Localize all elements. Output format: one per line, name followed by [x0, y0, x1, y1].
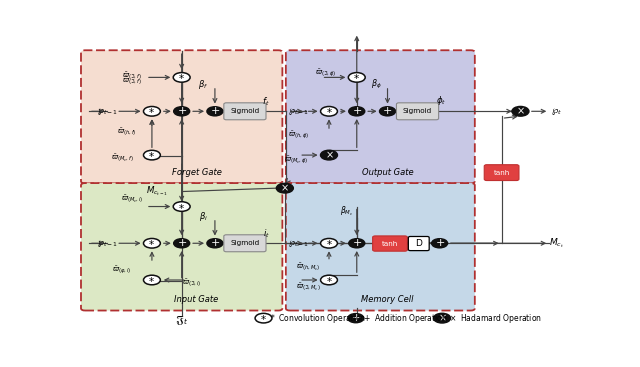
Text: $\bar{\varpi}_{(\Im,f)}$: $\bar{\varpi}_{(\Im,f)}$	[122, 70, 142, 81]
Text: $*$: $*$	[148, 106, 156, 116]
Text: Input Gate: Input Gate	[175, 295, 219, 304]
FancyBboxPatch shape	[224, 103, 266, 120]
Circle shape	[255, 313, 272, 323]
Text: $\wp_t$: $\wp_t$	[550, 106, 562, 117]
Text: $\bar{\varpi}_{(\Im,f)}$: $\bar{\varpi}_{(\Im,f)}$	[122, 76, 142, 87]
Text: $*$: $*$	[326, 275, 332, 285]
Text: Output Gate: Output Gate	[362, 168, 413, 177]
Text: Memory Cell: Memory Cell	[361, 295, 414, 304]
Text: $\times$: $\times$	[324, 150, 333, 160]
Circle shape	[173, 202, 190, 211]
Text: Sigmoid: Sigmoid	[403, 108, 432, 114]
FancyBboxPatch shape	[484, 165, 519, 181]
Text: $+$: $+$	[177, 105, 187, 116]
Text: $*$: $*$	[148, 150, 156, 160]
Circle shape	[321, 275, 337, 285]
FancyBboxPatch shape	[224, 235, 266, 252]
Circle shape	[143, 239, 161, 248]
Text: $M_{c_t}$: $M_{c_t}$	[548, 236, 564, 250]
Text: $\bar{\varpi}_{(\Im,M_c)}$: $\bar{\varpi}_{(\Im,M_c)}$	[296, 281, 321, 293]
Text: $+$: $+$	[352, 105, 362, 116]
Circle shape	[512, 106, 529, 116]
Text: $\bar{\varpi}_{(h,f)}$: $\bar{\varpi}_{(h,f)}$	[117, 127, 137, 138]
Text: $\phi_t$: $\phi_t$	[436, 94, 446, 107]
Text: $+$: $+$	[210, 105, 220, 116]
Text: tanh: tanh	[382, 240, 398, 247]
Text: $+$  Addition Operation: $+$ Addition Operation	[363, 312, 447, 325]
Text: $+$: $+$	[210, 237, 220, 248]
Text: $\bar{\varpi}_{(\varphi,i)}$: $\bar{\varpi}_{(\varphi,i)}$	[113, 265, 132, 276]
Circle shape	[321, 150, 337, 160]
Text: $+$: $+$	[383, 105, 392, 116]
Text: $\times$: $\times$	[438, 313, 447, 323]
Circle shape	[348, 73, 365, 82]
Text: $\beta_f$: $\beta_f$	[198, 78, 208, 91]
Text: $f_t$: $f_t$	[262, 95, 270, 108]
Text: $\wp_{t-1}$: $\wp_{t-1}$	[97, 238, 118, 249]
Circle shape	[349, 107, 365, 116]
Circle shape	[207, 239, 223, 248]
Text: $*$: $*$	[260, 313, 267, 323]
Text: $\bar{\varpi}_{(h,\phi)}$: $\bar{\varpi}_{(h,\phi)}$	[287, 130, 309, 141]
FancyBboxPatch shape	[286, 50, 475, 184]
Circle shape	[349, 239, 365, 248]
Text: $\bar{\varpi}_{(h,M_c)}$: $\bar{\varpi}_{(h,M_c)}$	[296, 262, 321, 273]
Circle shape	[321, 106, 337, 116]
Text: $\times$: $\times$	[280, 183, 289, 193]
Text: $\bar{\varpi}_{(M_c,f)}$: $\bar{\varpi}_{(M_c,f)}$	[111, 152, 134, 164]
Text: $+$: $+$	[352, 237, 362, 248]
Text: $*$: $*$	[148, 275, 156, 285]
FancyBboxPatch shape	[372, 236, 407, 251]
Text: $\times$  Hadamard Operation: $\times$ Hadamard Operation	[449, 312, 541, 325]
Circle shape	[276, 184, 293, 193]
Text: $\bar{\varpi}_{(M_c,\phi)}$: $\bar{\varpi}_{(M_c,\phi)}$	[284, 154, 308, 166]
FancyBboxPatch shape	[408, 236, 429, 251]
Text: $\beta_i$: $\beta_i$	[198, 210, 207, 223]
Text: Sigmoid: Sigmoid	[230, 240, 260, 246]
Text: $*$: $*$	[179, 72, 185, 82]
Text: $\mathfrak{J}_t$: $\mathfrak{J}_t$	[175, 313, 188, 327]
Text: $+$: $+$	[177, 237, 187, 248]
Text: $\wp_{t-1}$: $\wp_{t-1}$	[287, 238, 309, 249]
Circle shape	[173, 73, 190, 82]
Circle shape	[380, 107, 396, 116]
Text: $\bar{\varpi}_{(\Im,\phi)}$: $\bar{\varpi}_{(\Im,\phi)}$	[315, 68, 336, 79]
Circle shape	[143, 150, 161, 160]
FancyBboxPatch shape	[286, 183, 475, 310]
Text: $\times$: $\times$	[516, 106, 525, 116]
Circle shape	[143, 275, 161, 285]
FancyBboxPatch shape	[81, 183, 282, 310]
Text: $\wp_{t-1}$: $\wp_{t-1}$	[97, 106, 118, 117]
Circle shape	[434, 313, 451, 323]
Circle shape	[143, 106, 161, 116]
Text: $+$: $+$	[435, 237, 445, 248]
Circle shape	[348, 314, 364, 323]
Circle shape	[173, 107, 189, 116]
Text: $*$: $*$	[148, 238, 156, 248]
Text: $i_t$: $i_t$	[262, 227, 269, 240]
Text: Sigmoid: Sigmoid	[230, 108, 260, 114]
FancyBboxPatch shape	[81, 50, 282, 184]
Text: $*$: $*$	[353, 72, 360, 82]
Text: $\bar{\varpi}_{(M_c,i)}$: $\bar{\varpi}_{(M_c,i)}$	[121, 194, 143, 205]
Text: $M_{c_{t-1}}$: $M_{c_{t-1}}$	[146, 185, 168, 198]
Circle shape	[173, 239, 189, 248]
Text: $\bar{\varpi}_{(\Im,i)}$: $\bar{\varpi}_{(\Im,i)}$	[182, 278, 202, 289]
Text: $*$: $*$	[179, 201, 185, 211]
Text: $\beta_\phi$: $\beta_\phi$	[371, 78, 382, 91]
Circle shape	[207, 107, 223, 116]
Text: $\wp_{t-1}$: $\wp_{t-1}$	[287, 106, 309, 117]
FancyBboxPatch shape	[396, 103, 438, 120]
Text: $*$: $*$	[326, 106, 332, 116]
Text: Forget Gate: Forget Gate	[172, 168, 221, 177]
Text: D: D	[415, 239, 422, 248]
Text: $*$  Convolution Operation: $*$ Convolution Operation	[270, 312, 366, 325]
Circle shape	[431, 239, 447, 248]
Text: $\beta_{M_c}$: $\beta_{M_c}$	[340, 204, 353, 218]
Text: $+$: $+$	[351, 312, 361, 323]
Text: $*$: $*$	[326, 238, 332, 248]
Circle shape	[321, 239, 337, 248]
Text: tanh: tanh	[493, 170, 509, 176]
